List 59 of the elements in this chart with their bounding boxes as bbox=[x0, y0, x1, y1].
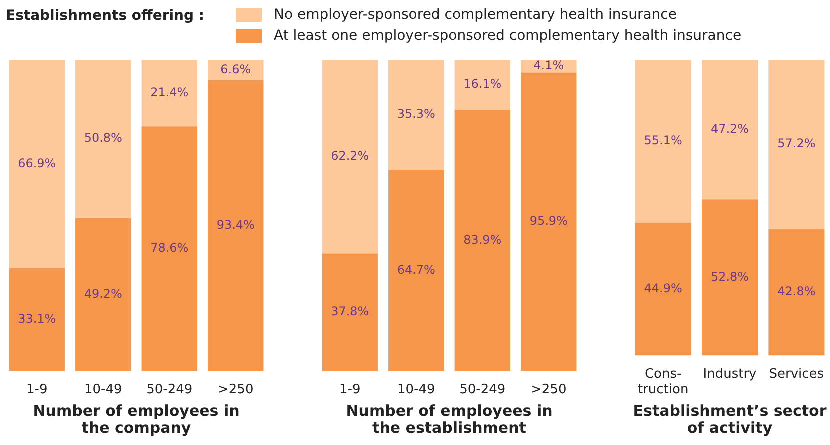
data-label: 64.7% bbox=[397, 262, 436, 277]
bar bbox=[388, 60, 444, 170]
data-label: 21.4% bbox=[150, 85, 189, 100]
x-tick-label: 50-249 bbox=[460, 382, 506, 398]
data-label: 35.3% bbox=[397, 107, 436, 122]
bar bbox=[768, 60, 825, 230]
x-tick-label: 1-9 bbox=[340, 382, 361, 398]
bar bbox=[9, 60, 65, 268]
data-label: 93.4% bbox=[216, 218, 255, 232]
data-label: 47.2% bbox=[710, 122, 750, 136]
x-axis-title: Number of employees in the establishment bbox=[345, 402, 554, 437]
data-label: 42.8% bbox=[778, 284, 816, 299]
bar bbox=[388, 170, 444, 372]
x-axis-title: Number of employees in the company bbox=[32, 402, 241, 437]
x-tick-label: Industry bbox=[703, 366, 758, 382]
bar bbox=[142, 126, 198, 372]
bar bbox=[76, 218, 132, 372]
data-label: 83.9% bbox=[464, 232, 502, 247]
data-label: 16.1% bbox=[464, 77, 502, 92]
data-label: 66.9% bbox=[18, 156, 56, 170]
bar bbox=[454, 60, 510, 110]
bar bbox=[702, 200, 758, 356]
data-label: 95.9% bbox=[530, 214, 568, 228]
x-tick-label: 10-49 bbox=[84, 382, 122, 398]
legend-label: At least one employer-sponsored complementary health insurance bbox=[274, 28, 742, 44]
bar bbox=[635, 60, 692, 223]
bar bbox=[454, 110, 510, 372]
bar bbox=[322, 60, 378, 254]
data-label: 57.2% bbox=[778, 136, 816, 151]
bar bbox=[142, 60, 198, 127]
data-label: 55.1% bbox=[644, 134, 682, 148]
bar bbox=[521, 72, 577, 372]
data-label: 33.1% bbox=[18, 312, 56, 326]
x-tick-label: 50-249 bbox=[146, 382, 193, 398]
bar bbox=[702, 60, 758, 200]
data-label: 52.8% bbox=[710, 270, 750, 284]
data-label: 62.2% bbox=[331, 148, 370, 163]
data-label: 6.6% bbox=[220, 62, 252, 76]
x-tick-label: >250 bbox=[531, 382, 567, 398]
data-label: 50.8% bbox=[84, 131, 122, 146]
bar bbox=[208, 80, 264, 372]
bar bbox=[9, 268, 65, 372]
data-label: 44.9% bbox=[644, 282, 682, 296]
x-axis-title: Establishment’s sector of activity bbox=[632, 402, 828, 437]
x-tick-label: 10-49 bbox=[397, 382, 436, 398]
data-label: 49.2% bbox=[84, 286, 122, 301]
legend-label: No employer-sponsored complementary health insurance bbox=[274, 6, 677, 22]
bar bbox=[635, 222, 692, 356]
x-tick-label: 1-9 bbox=[26, 382, 48, 398]
x-tick-label: Cons- truction bbox=[638, 366, 689, 398]
bar bbox=[768, 229, 825, 356]
data-label: 37.8% bbox=[331, 304, 370, 319]
bar bbox=[76, 60, 132, 218]
x-tick-label: Services bbox=[769, 366, 824, 382]
data-label: 78.6% bbox=[150, 241, 189, 256]
data-label: 4.1% bbox=[534, 58, 564, 73]
x-tick-label: >250 bbox=[218, 382, 254, 398]
legend-title: Establishments offering : bbox=[6, 8, 206, 24]
bar bbox=[322, 254, 378, 372]
